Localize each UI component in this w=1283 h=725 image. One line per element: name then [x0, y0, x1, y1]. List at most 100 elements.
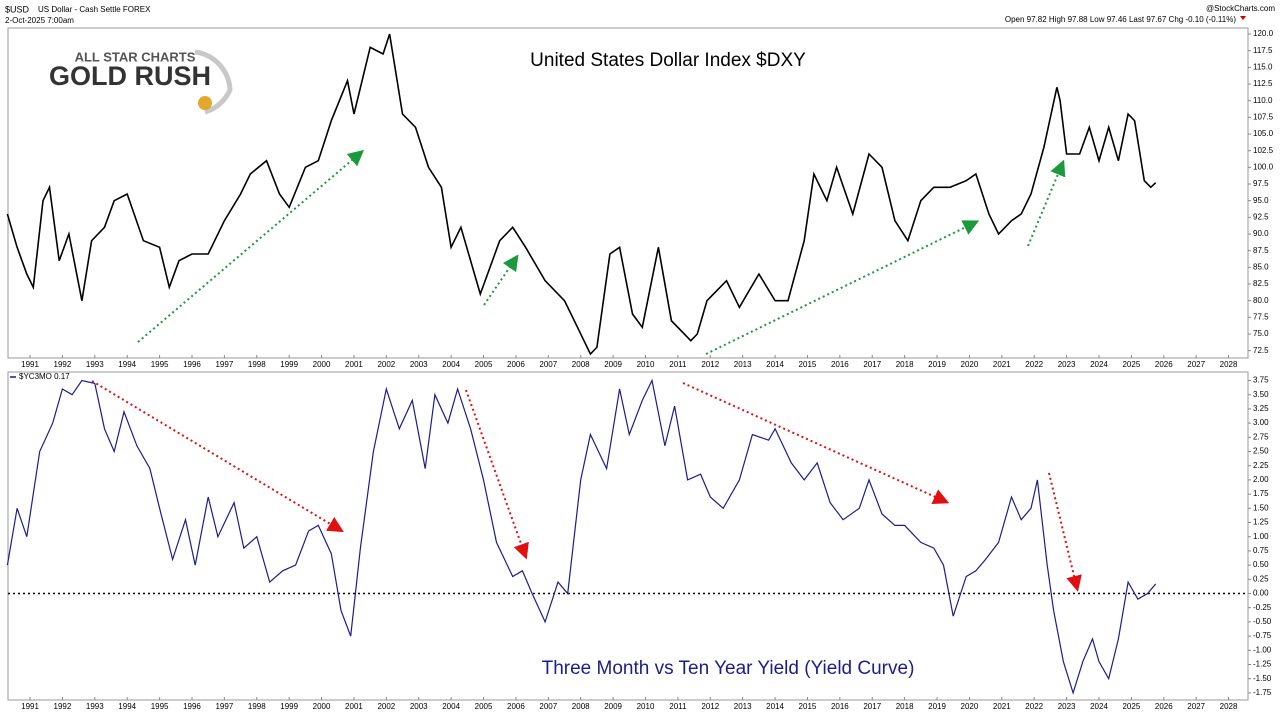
x-tick-label: 2025 [1122, 360, 1140, 369]
y-tick-label: 102.5 [1253, 146, 1274, 155]
x-tick-label: 2008 [572, 360, 590, 369]
y-tick-label: 100.0 [1253, 162, 1274, 171]
x-tick-label: 2013 [734, 702, 752, 711]
x-tick-label: 2011 [669, 360, 687, 369]
x-tick-label: 1996 [183, 360, 201, 369]
arrow [1027, 159, 1066, 247]
x-tick-label: 2001 [345, 360, 363, 369]
x-tick-label: 2001 [345, 702, 363, 711]
x-tick-label: 2015 [799, 702, 817, 711]
x-tick-label: 2008 [572, 702, 590, 711]
y-tick-label: 110.0 [1253, 96, 1273, 105]
y-tick-label: 1.25 [1253, 518, 1269, 527]
x-tick-label: 2007 [539, 702, 557, 711]
logo-top: ALL STAR CHARTS [75, 49, 196, 64]
x-tick-label: 2016 [831, 702, 849, 711]
x-tick-label: 2005 [475, 702, 493, 711]
y-tick-label: 77.5 [1253, 312, 1269, 321]
chart-title: United States Dollar Index $DXY [530, 50, 806, 71]
symbol-name: US Dollar - Cash Settle FOREX [38, 5, 151, 14]
x-tick-label: 1992 [54, 360, 72, 369]
y-tick-label: 3.25 [1253, 404, 1269, 413]
x-tick-label: 2028 [1220, 360, 1238, 369]
x-tick-label: 2023 [1058, 360, 1076, 369]
x-tick-label: 1991 [21, 360, 39, 369]
chart-title: Three Month vs Ten Year Yield (Yield Cur… [542, 658, 915, 679]
y-tick-label: 2.50 [1253, 447, 1269, 456]
x-tick-label: 2013 [734, 360, 752, 369]
x-tick-label: 1992 [54, 702, 72, 711]
x-tick-label: 2018 [896, 702, 914, 711]
y-tick-label: -1.25 [1253, 660, 1272, 669]
logo-main: GOLD RUSH [49, 61, 211, 91]
y-tick-label: 3.50 [1253, 390, 1269, 399]
x-tick-label: 1991 [21, 702, 39, 711]
x-tick-label: 2015 [799, 360, 817, 369]
x-tick-label: 1993 [86, 702, 104, 711]
symbol: $USD [5, 4, 30, 14]
x-tick-label: 2006 [507, 702, 525, 711]
x-tick-label: 1993 [86, 360, 104, 369]
x-tick-label: 1998 [248, 702, 266, 711]
x-tick-label: 2000 [313, 360, 331, 369]
x-tick-label: 2017 [863, 702, 881, 711]
y-tick-label: -1.75 [1253, 688, 1272, 697]
x-tick-label: 2019 [928, 360, 946, 369]
arrow [1048, 472, 1082, 592]
x-tick-label: 1999 [280, 702, 298, 711]
y-tick-label: 90.0 [1253, 229, 1269, 238]
x-tick-label: 2027 [1187, 702, 1205, 711]
x-tick-label: 2004 [442, 360, 460, 369]
y-tick-label: 97.5 [1253, 179, 1269, 188]
arrow [483, 254, 519, 306]
x-tick-label: 1995 [151, 360, 169, 369]
x-tick-label: 2002 [377, 360, 395, 369]
y-tick-label: 0.75 [1253, 546, 1269, 555]
x-tick-label: 2017 [863, 360, 881, 369]
x-tick-label: 2010 [637, 702, 655, 711]
date: 2-Oct-2025 7:00am [5, 16, 74, 25]
x-tick-label: 2012 [701, 360, 719, 369]
x-tick-label: 1997 [215, 702, 233, 711]
x-tick-label: 2012 [701, 702, 719, 711]
x-tick-label: 2027 [1187, 360, 1205, 369]
arrow [705, 220, 980, 355]
down-marker [1240, 16, 1246, 20]
x-tick-label: 2014 [766, 360, 784, 369]
y-tick-label: 1.75 [1253, 489, 1269, 498]
y-tick-label: -0.25 [1253, 603, 1272, 612]
x-tick-label: 2022 [1025, 360, 1043, 369]
x-tick-label: 1994 [118, 360, 136, 369]
x-tick-label: 2005 [475, 360, 493, 369]
y-tick-label: 3.75 [1253, 376, 1269, 385]
x-tick-label: 2020 [961, 360, 979, 369]
x-tick-label: 2014 [766, 702, 784, 711]
y-tick-label: -0.75 [1253, 631, 1272, 640]
x-tick-label: 1998 [248, 360, 266, 369]
x-tick-label: 2028 [1220, 702, 1238, 711]
x-tick-label: 2026 [1155, 360, 1173, 369]
y-tick-label: 80.0 [1253, 296, 1269, 305]
panel-frame [7, 371, 1249, 701]
x-tick-label: 2007 [539, 360, 557, 369]
y-tick-label: 117.5 [1253, 46, 1273, 55]
x-tick-label: 2003 [410, 360, 428, 369]
y-tick-label: 1.50 [1253, 503, 1269, 512]
y-tick-label: 3.00 [1253, 418, 1269, 427]
x-tick-label: 2006 [507, 360, 525, 369]
x-tick-label: 2009 [604, 702, 622, 711]
x-tick-label: 2011 [669, 702, 687, 711]
annotation-arrows [91, 149, 1082, 592]
y-tick-label: 75.0 [1253, 329, 1269, 338]
arrow [137, 149, 365, 343]
x-tick-label: 1995 [151, 702, 169, 711]
logo-nugget [198, 96, 212, 110]
x-tick-label: 1997 [215, 360, 233, 369]
x-tick-label: 2003 [410, 702, 428, 711]
y-tick-label: 115.0 [1253, 62, 1273, 71]
arrow [465, 389, 529, 560]
y-tick-label: 2.00 [1253, 475, 1269, 484]
y-tick-label: 82.5 [1253, 279, 1269, 288]
quote: Open 97.82 High 97.88 Low 97.46 Last 97.… [1005, 15, 1236, 24]
